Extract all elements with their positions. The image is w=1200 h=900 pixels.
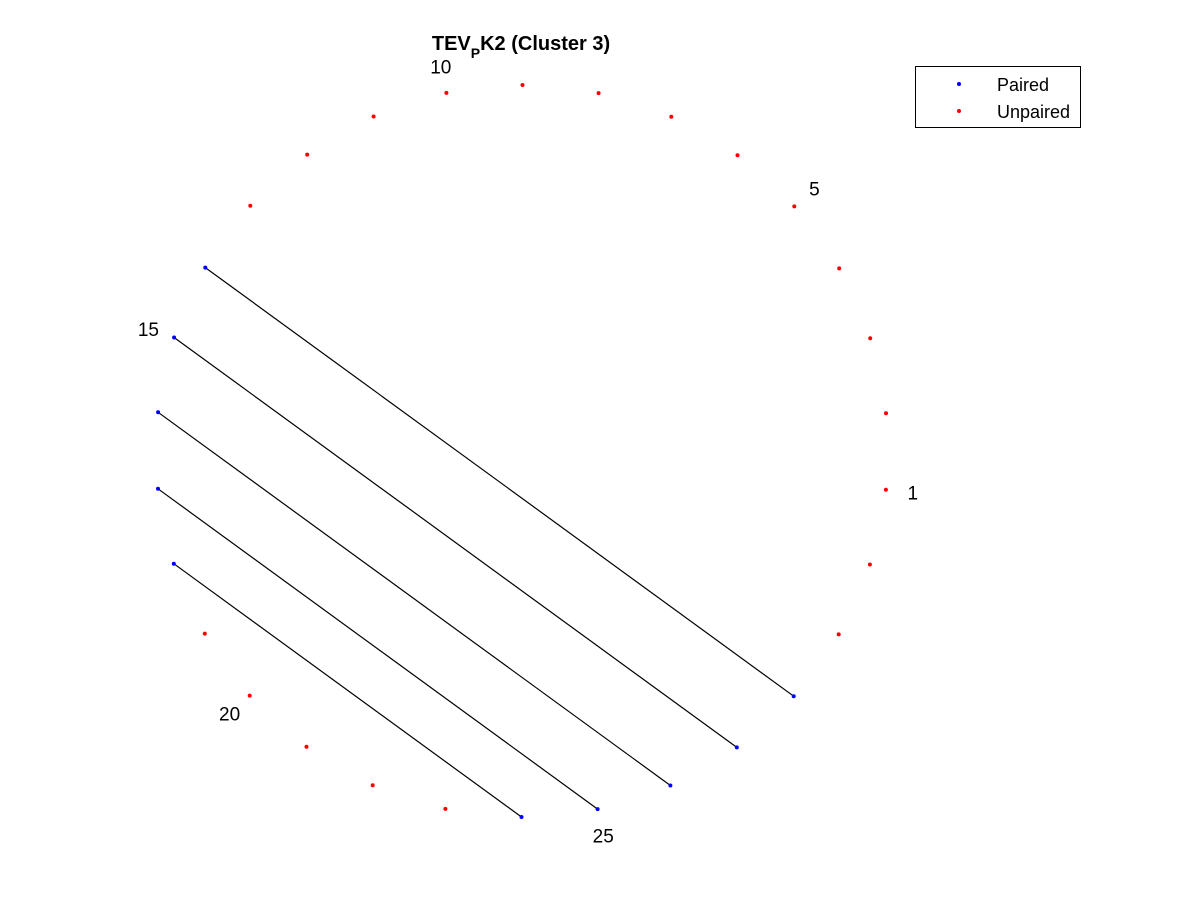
- pair-line-17-25: [157, 488, 598, 810]
- position-point-17: [156, 486, 160, 491]
- position-point-11: [371, 114, 376, 119]
- pair-line-16-26: [157, 411, 671, 786]
- position-point-10: [444, 90, 449, 95]
- position-point-7: [669, 114, 674, 119]
- position-point-24: [519, 815, 524, 819]
- position-point-15: [172, 335, 177, 340]
- legend-marker-unpaired: [957, 109, 961, 113]
- pair-line-18-24: [173, 563, 522, 818]
- index-label-5: 5: [809, 179, 820, 200]
- position-point-9: [520, 83, 525, 87]
- position-point-16: [156, 410, 161, 415]
- position-point-30: [867, 562, 872, 567]
- position-point-4: [837, 266, 842, 271]
- position-point-20: [247, 693, 252, 698]
- position-point-18: [171, 561, 176, 566]
- position-point-12: [305, 152, 310, 157]
- index-label-20: 20: [219, 705, 240, 726]
- position-point-13: [248, 203, 253, 208]
- legend-box: [915, 66, 1081, 128]
- pair-lines: [157, 267, 795, 818]
- legend-marker-paired: [957, 82, 961, 86]
- position-point-3: [868, 336, 873, 341]
- position-point-27: [734, 745, 739, 750]
- position-point-26: [668, 783, 673, 788]
- position-point-14: [203, 265, 208, 270]
- position-point-5: [792, 204, 797, 209]
- position-point-23: [443, 806, 448, 811]
- position-point-21: [304, 744, 309, 749]
- index-label-1: 1: [908, 484, 919, 505]
- position-point-28: [791, 694, 796, 699]
- position-points: [156, 83, 888, 819]
- position-point-2: [884, 411, 888, 416]
- chart-title: TEVPK2 (Cluster 3): [432, 33, 610, 61]
- index-label-15: 15: [138, 320, 159, 341]
- position-point-6: [735, 153, 740, 158]
- pair-line-15-27: [173, 337, 738, 748]
- index-label-25: 25: [593, 827, 614, 848]
- pair-line-14-28: [204, 267, 795, 697]
- title-main: TEV: [432, 33, 472, 55]
- position-point-1: [883, 487, 888, 492]
- position-point-22: [370, 783, 375, 788]
- title-subscript: P: [471, 45, 480, 61]
- title-rest: K2 (Cluster 3): [480, 33, 610, 55]
- legend: Paired Unpaired: [915, 66, 1081, 128]
- legend-label-paired: Paired: [997, 75, 1049, 95]
- position-point-8: [596, 91, 601, 96]
- index-label-10: 10: [430, 58, 451, 79]
- legend-label-unpaired: Unpaired: [997, 102, 1070, 122]
- position-point-29: [836, 632, 841, 637]
- position-point-25: [595, 807, 600, 812]
- position-point-19: [202, 631, 207, 636]
